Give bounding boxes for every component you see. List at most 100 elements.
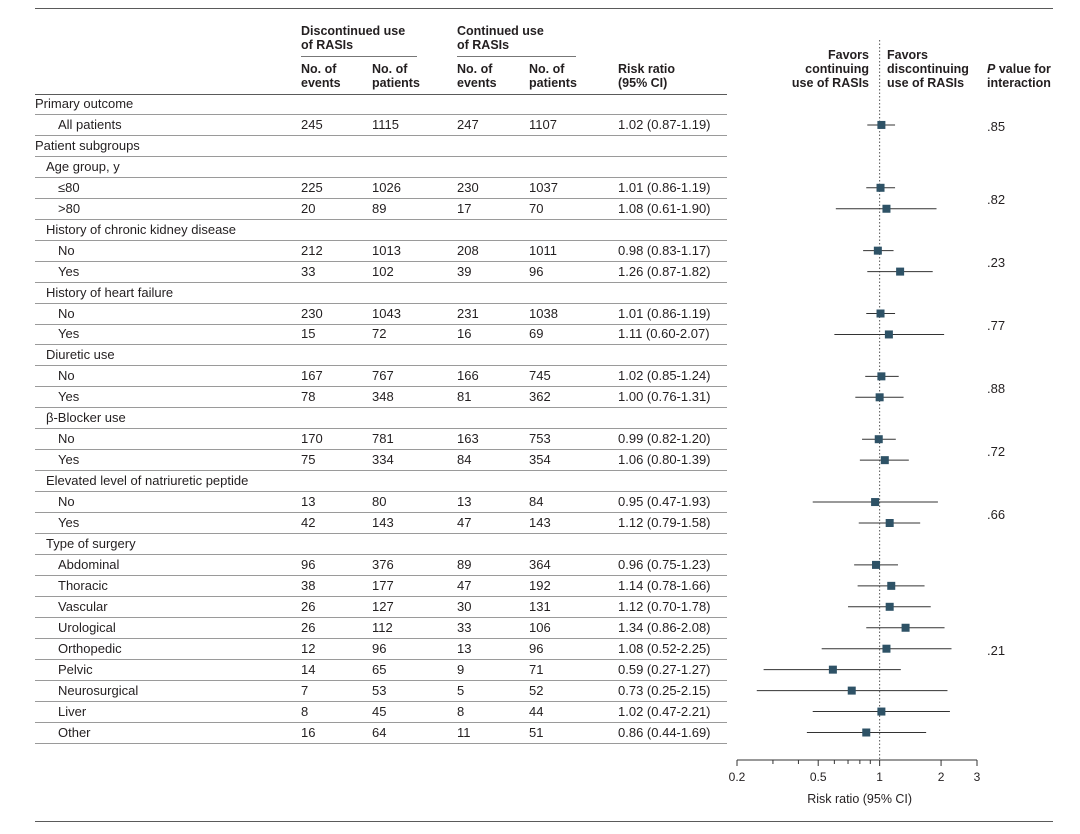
risk-ratio-ci-cell: 1.02 (0.85-1.24) [618, 368, 711, 384]
patients-continued-cell: 745 [529, 368, 551, 384]
header-text: No. of [372, 62, 408, 76]
row-separator [35, 533, 727, 534]
events-discontinued-cell: 212 [301, 242, 323, 258]
row-label: Yes [58, 263, 80, 279]
point-marker [876, 183, 885, 192]
row-separator [35, 155, 727, 157]
events-discontinued-cell: 26 [301, 619, 316, 635]
patients-continued-cell: 44 [529, 703, 544, 719]
header-pvalue: P value for interaction [987, 62, 1051, 90]
risk-ratio-ci-cell: 1.02 (0.87-1.19) [618, 116, 711, 132]
row-separator [35, 344, 727, 346]
x-tick-label: 0.2 [729, 770, 746, 784]
row-separator [35, 721, 727, 723]
header-text: No. of [301, 62, 337, 76]
header-col-rr: Risk ratio (95% CI) [618, 62, 675, 90]
row-separator [35, 197, 727, 199]
subgroup-heading: History of chronic kidney disease [46, 221, 237, 237]
row-label: No [58, 368, 75, 384]
subgroup-heading: History of heart failure [46, 284, 174, 300]
header-underline [301, 56, 417, 57]
events-continued-cell: 231 [457, 305, 479, 321]
patients-continued-cell: 96 [529, 263, 544, 279]
pvalue-interaction: .72 [987, 443, 1006, 459]
events-discontinued-cell: 7 [301, 682, 309, 698]
events-discontinued-cell: 12 [301, 640, 316, 656]
header-text: of RASIs [301, 38, 354, 52]
events-discontinued-cell: 167 [301, 368, 323, 384]
events-discontinued-cell: 20 [301, 200, 316, 216]
point-marker [882, 644, 891, 653]
header-text: continuing [805, 62, 869, 76]
risk-ratio-ci-cell: 0.86 (0.44-1.69) [618, 724, 711, 740]
row-separator [35, 679, 727, 681]
row-label: Vascular [58, 598, 108, 614]
point-marker [880, 456, 889, 465]
risk-ratio-ci-cell: 1.12 (0.79-1.58) [618, 515, 711, 530]
row-label: No [58, 431, 75, 447]
point-marker [874, 435, 883, 444]
risk-ratio-ci-cell: 1.06 (0.80-1.39) [618, 452, 711, 468]
row-separator [35, 407, 727, 409]
header-col-cp: No. of patients [529, 62, 577, 90]
pvalue-interaction: .23 [987, 255, 1006, 271]
row-label: No [58, 494, 75, 510]
header-text: of RASIs [457, 38, 510, 52]
row-label: All patients [58, 116, 122, 132]
patients-continued-cell: 143 [529, 515, 551, 530]
section-heading: Primary outcome [35, 96, 134, 111]
patients-discontinued-cell: 1115 [372, 116, 399, 132]
point-marker [877, 707, 886, 716]
row-label: Yes [58, 452, 80, 468]
header-text: Favors [828, 48, 869, 62]
events-continued-cell: 11 [457, 724, 471, 740]
events-discontinued-cell: 16 [301, 724, 316, 740]
row-separator [35, 595, 727, 597]
header-text: No. of [457, 62, 493, 76]
point-marker [896, 267, 905, 276]
patients-continued-cell: 1038 [529, 305, 558, 321]
row-label: Abdominal [58, 556, 120, 572]
row-label: Thoracic [58, 577, 108, 593]
pvalue-interaction: .85 [987, 118, 1006, 134]
x-tick-label: 0.5 [810, 770, 827, 784]
row-separator [35, 134, 727, 136]
point-marker [901, 623, 910, 632]
row-separator [35, 239, 727, 241]
point-marker [884, 330, 893, 339]
patients-discontinued-cell: 348 [372, 389, 394, 405]
row-separator [35, 114, 727, 115]
row-separator [35, 428, 727, 430]
row-label: Neurosurgical [58, 682, 139, 698]
patients-discontinued-cell: 1013 [372, 242, 401, 258]
point-marker [876, 309, 885, 318]
row-label: Yes [58, 326, 80, 342]
header-text: discontinuing [887, 62, 969, 76]
x-tick-label: 1 [876, 770, 883, 784]
events-continued-cell: 47 [457, 515, 472, 530]
x-axis-label: Risk ratio (95% CI) [807, 792, 912, 806]
risk-ratio-ci-cell: 1.01 (0.86-1.19) [618, 305, 711, 321]
point-marker [873, 246, 882, 255]
patients-discontinued-cell: 53 [372, 682, 387, 698]
header-text: use of RASIs [887, 76, 965, 90]
header-text: patients [529, 76, 577, 90]
events-continued-cell: 39 [457, 263, 472, 279]
header-text: use of RASIs [791, 76, 869, 90]
events-continued-cell: 163 [457, 431, 479, 447]
risk-ratio-ci-cell: 0.99 (0.82-1.20) [618, 431, 711, 447]
patients-continued-cell: 52 [529, 682, 544, 698]
header-col-ce: No. of events [457, 62, 497, 90]
point-marker [887, 581, 896, 590]
events-discontinued-cell: 42 [301, 515, 316, 530]
point-marker [882, 204, 891, 213]
risk-ratio-ci-cell: 0.96 (0.75-1.23) [618, 556, 711, 572]
row-label: >80 [58, 200, 81, 216]
header-text: interaction [987, 76, 1051, 90]
row-separator [35, 470, 727, 472]
pvalue-interaction: .66 [987, 506, 1006, 522]
row-label: No [58, 305, 75, 321]
events-continued-cell: 13 [457, 640, 472, 656]
events-continued-cell: 47 [457, 577, 472, 593]
events-discontinued-cell: 225 [301, 179, 323, 195]
